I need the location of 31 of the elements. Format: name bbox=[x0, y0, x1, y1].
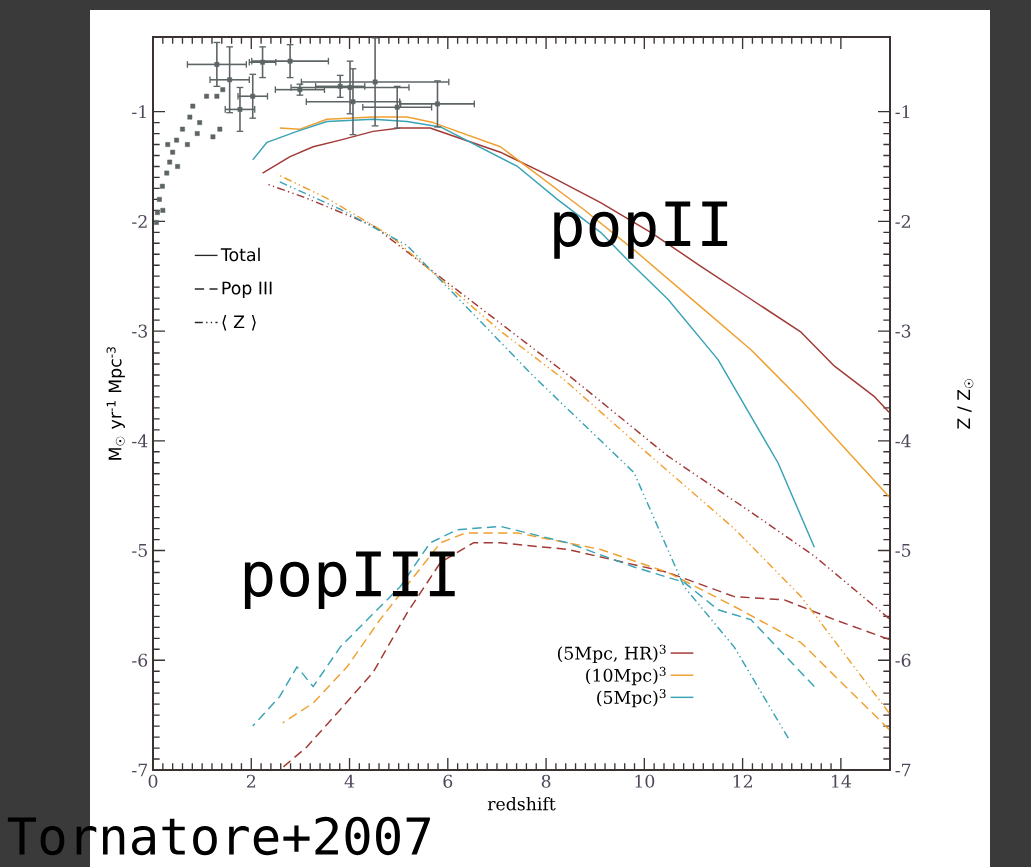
y2-tick-label: -1 bbox=[895, 105, 910, 119]
x-tick-label: 0 bbox=[148, 774, 158, 788]
x-axis-title: redshift bbox=[487, 796, 556, 811]
y-tick-label: -1 bbox=[132, 105, 146, 119]
y-tick-label: -7 bbox=[132, 763, 148, 777]
y2-tick-label: -5 bbox=[895, 544, 911, 557]
y2-tick-label: -3 bbox=[895, 324, 911, 338]
annotation: Pop III bbox=[222, 281, 272, 298]
x-tick-label: 2 bbox=[246, 774, 256, 788]
legend-label: (5Mpc, HR)$^{3}$ bbox=[557, 644, 666, 664]
y-tick-label: -6 bbox=[132, 653, 148, 667]
y-tick-label: -2 bbox=[132, 214, 147, 228]
x-tick-label: 6 bbox=[443, 774, 453, 788]
y-tick-label: -5 bbox=[132, 544, 147, 557]
y2-tick-label: -6 bbox=[895, 653, 911, 667]
x-tick-label: 4 bbox=[344, 774, 355, 788]
annotation: ⟨ Z ⟩ bbox=[222, 314, 256, 331]
x-tick-label: 8 bbox=[541, 774, 551, 788]
y2-tick-label: -2 bbox=[895, 214, 910, 228]
y-axis-title: M$_{☉}$ yr$^{-1}$ Mpc$^{-3}$ bbox=[106, 347, 125, 460]
y2-axis-title: Z / Z$_{☉}$ bbox=[957, 379, 974, 429]
y-tick-label: -3 bbox=[132, 324, 148, 338]
x-tick-label: 14 bbox=[831, 774, 852, 788]
y-tick-label: -4 bbox=[132, 434, 148, 448]
x-tick-label: 10 bbox=[635, 774, 655, 788]
legend-label: (5Mpc)$^{3}$ bbox=[597, 688, 666, 708]
y2-tick-label: -4 bbox=[895, 434, 911, 448]
legend-label: (10Mpc)$^{3}$ bbox=[586, 666, 666, 686]
x-tick-label: 12 bbox=[733, 774, 752, 788]
annotation: Total bbox=[220, 247, 260, 262]
y2-tick-label: -7 bbox=[895, 763, 911, 777]
